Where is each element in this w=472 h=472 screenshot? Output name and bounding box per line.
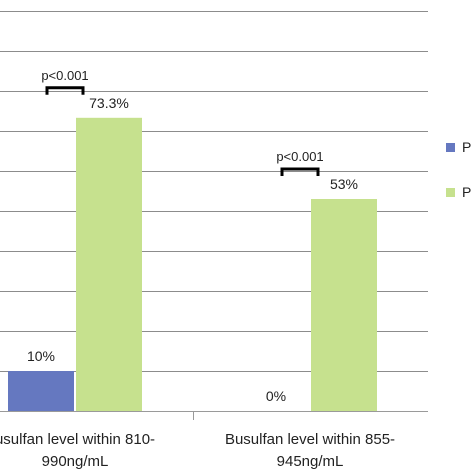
significance-bracket [280, 167, 320, 176]
bars [8, 117, 377, 412]
p-value-label: p<0.001 [41, 68, 88, 83]
legend-swatch [446, 188, 455, 197]
legend: PP [446, 139, 471, 200]
data-label: 73.3% [89, 95, 129, 111]
category-label: 990ng/mL [42, 453, 109, 470]
data-label: 53% [330, 176, 358, 192]
legend-label: P [462, 184, 471, 200]
bar-series-2-category-2 [311, 199, 377, 411]
legend-label: P [462, 139, 471, 155]
p-value-annotations: p<0.001 p<0.001 [41, 68, 324, 176]
data-label: 0% [266, 388, 286, 404]
category-label: 945ng/mL [277, 453, 344, 470]
p-value-label: p<0.001 [276, 149, 323, 164]
category-label: Busulfan level within 855- [225, 431, 395, 448]
category-label: usulfan level within 810- [0, 431, 155, 448]
bar-series-1-category-1 [8, 371, 74, 411]
legend-swatch [446, 143, 455, 152]
bar-series-2-category-1 [76, 117, 142, 412]
data-labels: 10% 0% 73.3% 53% [27, 95, 358, 404]
significance-bracket [45, 86, 85, 95]
category-labels: usulfan level within 810- 990ng/mL Busulfa… [0, 431, 395, 470]
data-label: 10% [27, 348, 55, 364]
